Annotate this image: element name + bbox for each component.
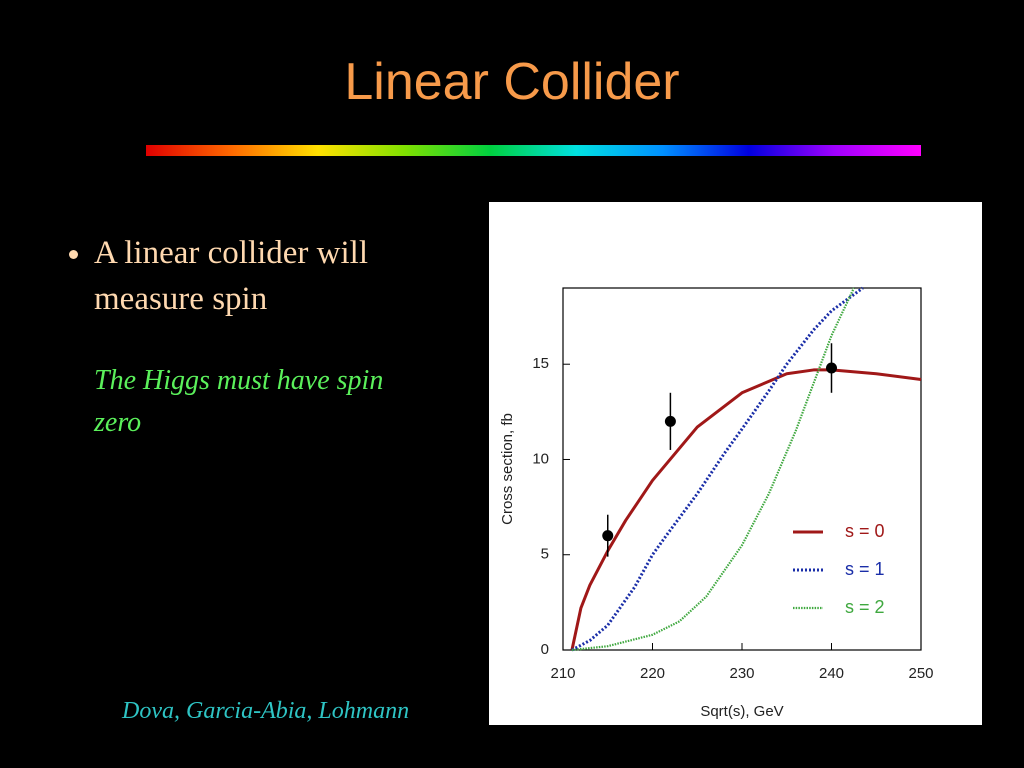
bullet-text: A linear collider will measure spin (94, 235, 369, 317)
x-tick-label: 250 (908, 665, 933, 682)
y-tick-label: 10 (532, 450, 549, 467)
data-point (664, 415, 676, 427)
x-tick-label: 220 (640, 665, 665, 682)
legend-label: s = 2 (845, 597, 885, 617)
data-point (602, 530, 614, 542)
x-axis-label: Sqrt(s), GeV (700, 703, 783, 720)
citation: Dova, Garcia-Abia, Lohmann (122, 698, 410, 724)
chart-panel (489, 202, 982, 725)
x-tick-label: 210 (550, 665, 575, 682)
series-line (571, 286, 864, 652)
bullet: A linear collider will measure spin The … (94, 230, 434, 444)
slide-title: Linear Collider (344, 53, 680, 111)
y-axis-label: Cross section, fb (499, 413, 516, 525)
rainbow-bar (146, 145, 921, 156)
x-tick-label: 240 (819, 665, 844, 682)
y-tick-label: 0 (541, 641, 549, 658)
x-tick-label: 230 (729, 665, 754, 682)
data-point (826, 362, 837, 374)
bullet-note: The Higgs must have spin zero (94, 365, 384, 438)
bullet-list: A linear collider will measure spin The … (54, 230, 434, 444)
y-tick-label: 5 (541, 546, 549, 563)
legend-label: s = 0 (845, 521, 885, 541)
legend-label: s = 1 (845, 559, 885, 579)
y-tick-label: 15 (532, 355, 549, 372)
series-line (571, 287, 855, 652)
